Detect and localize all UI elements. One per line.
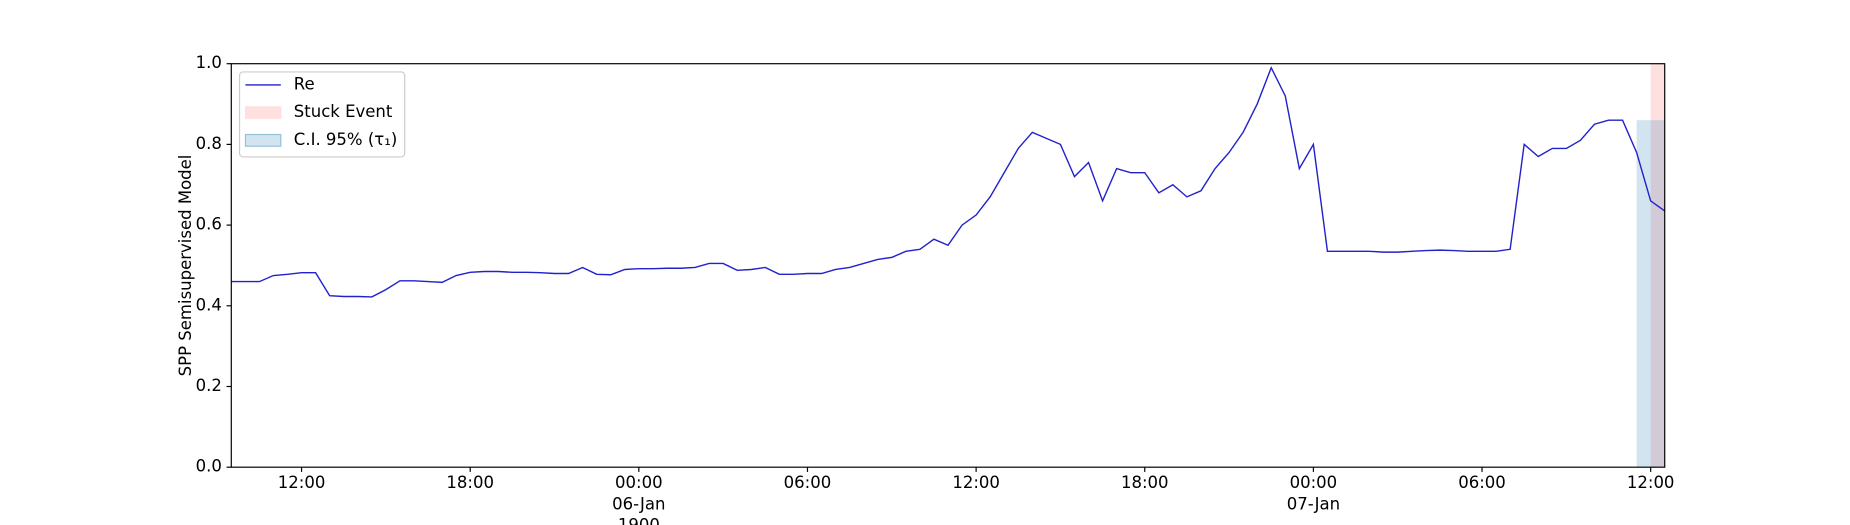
legend-swatch: [244, 106, 282, 120]
legend-swatch: [244, 133, 282, 147]
span: [1636, 120, 1665, 468]
x-tick-label: 12:00: [1627, 473, 1675, 492]
x-tick-label: 06-Jan: [612, 494, 665, 513]
y-tick-label: 0.0: [196, 457, 222, 476]
x-tick-label: 00:00: [1290, 473, 1338, 492]
x-tick-label: 06:00: [1458, 473, 1506, 492]
span: [1650, 63, 1665, 468]
x-tick-label: 18:00: [446, 473, 494, 492]
x-tick-label: 12:00: [278, 473, 326, 492]
legend-box: [238, 71, 406, 158]
y-tick-label: 0.2: [196, 376, 222, 395]
legend-label: C.I. 95% (τ₁): [294, 130, 397, 149]
y-axis-label: SPP Semisupervised Model: [176, 155, 195, 377]
y-tick-label: 0.8: [196, 134, 222, 153]
x-tick-label: 18:00: [1121, 473, 1169, 492]
y-tick-label: 0.6: [196, 215, 222, 234]
y-tick-label: 1.0: [196, 53, 222, 72]
legend-label: Re: [294, 74, 315, 93]
y-tick-label: 0.4: [196, 295, 222, 314]
x-tick-label: 07-Jan: [1287, 494, 1340, 513]
plot-frame: [230, 63, 1666, 468]
x-tick-label: 12:00: [952, 473, 1000, 492]
legend: Re Stuck Event C.I. 95% (τ₁): [238, 71, 406, 158]
x-tick-label: 1900: [618, 516, 660, 525]
x-tick-label: 00:00: [615, 473, 663, 492]
x-tick-label: 06:00: [784, 473, 832, 492]
line: [231, 65, 1666, 298]
legend-label: Stuck Event: [294, 102, 393, 121]
